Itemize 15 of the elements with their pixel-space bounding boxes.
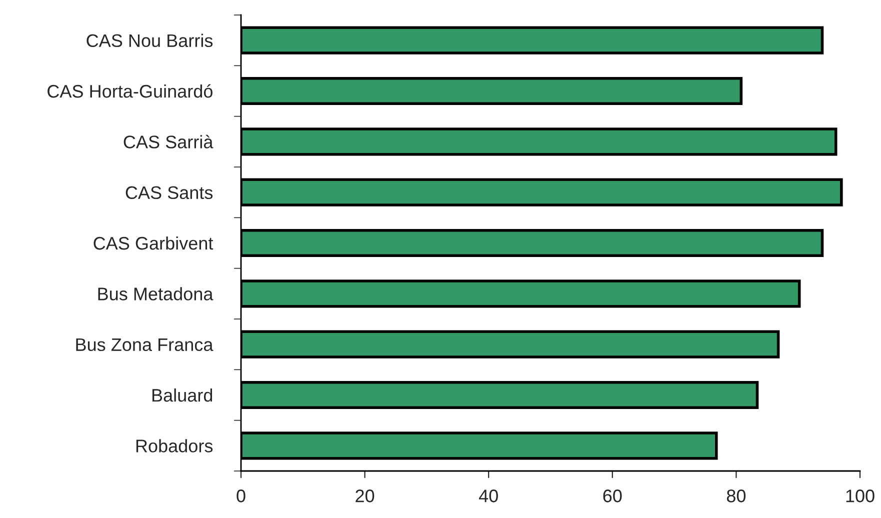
y-tick-label: CAS Horta-Guinardó	[48, 84, 212, 98]
y-tick-label: Bus Zona Franca	[76, 338, 214, 352]
y-tick-label: CAS Garbivent	[94, 236, 214, 250]
x-tick-label: 60	[603, 490, 622, 502]
y-tick-label: Bus Metadona	[98, 287, 214, 300]
x-tick-label: 20	[356, 490, 374, 502]
x-tick-label: 100	[846, 490, 874, 502]
x-tick-label: 0	[236, 490, 246, 502]
y-tick-label: Baluard	[152, 388, 212, 402]
y-tick-label: CAS Sarrià	[124, 134, 214, 148]
x-tick-label: 40	[478, 490, 498, 502]
y-tick-label: CAS Nou Barris	[86, 34, 213, 48]
y-tick-label: Robadors	[136, 439, 213, 452]
x-tick-label: 80	[726, 490, 746, 502]
y-tick-label: CAS Sants	[126, 186, 213, 200]
